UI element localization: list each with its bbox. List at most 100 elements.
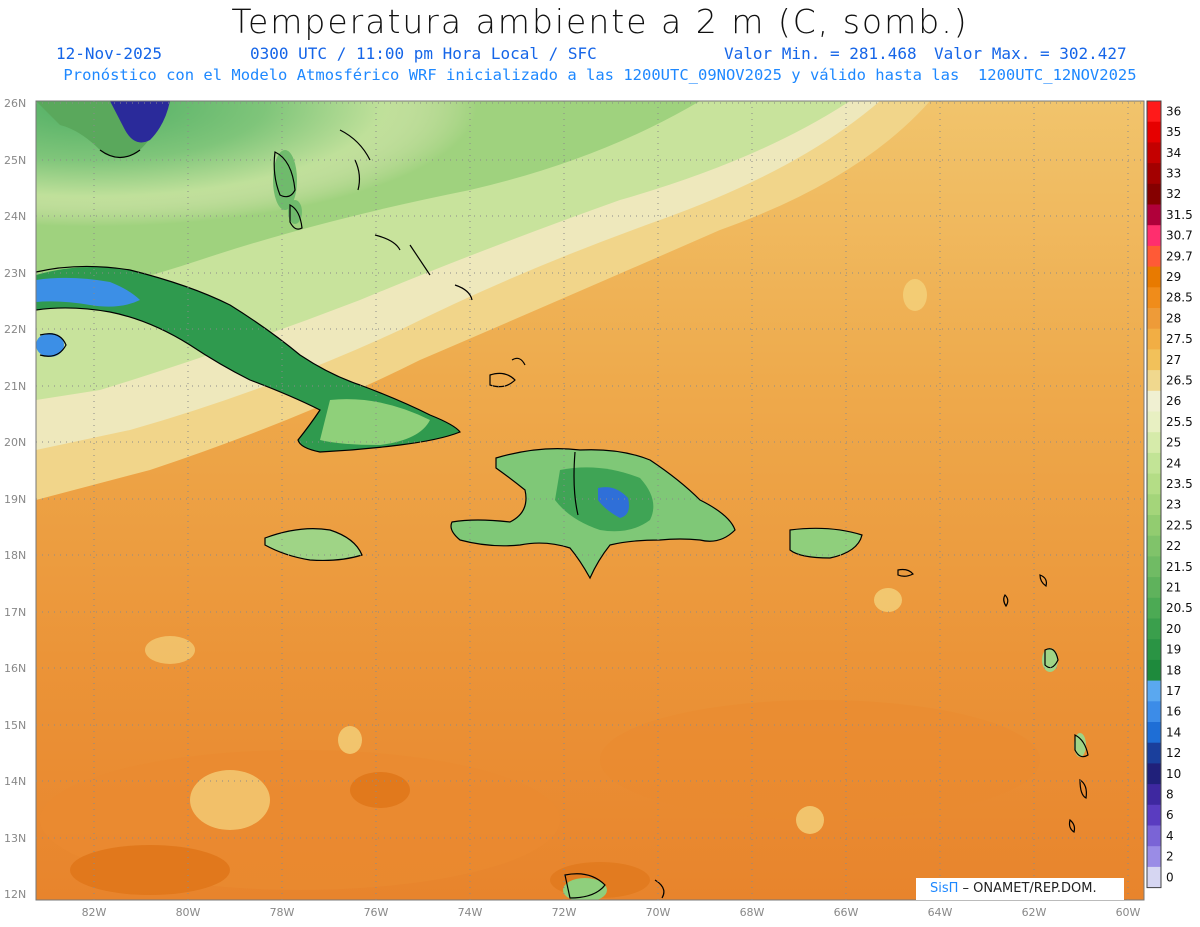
colorbar-swatch: [1147, 763, 1161, 785]
colorbar-swatch: [1147, 390, 1161, 412]
colorbar-swatch: [1147, 328, 1161, 350]
colorbar-label: 29: [1166, 270, 1181, 284]
colorbar-swatch: [1147, 618, 1161, 640]
lat-tick: 26N: [4, 97, 26, 110]
temperature-field: [36, 101, 1144, 900]
colorbar-label: 31.5: [1166, 208, 1193, 222]
colorbar-label: 8: [1166, 787, 1174, 801]
colorbar-label: 22: [1166, 539, 1181, 553]
credit-text: – ONAMET/REP.DOM.: [958, 881, 1097, 896]
colorbar-label: 25.5: [1166, 415, 1193, 429]
colorbar-label: 35: [1166, 125, 1181, 139]
colorbar-swatch: [1147, 722, 1161, 744]
lat-tick: 14N: [4, 775, 26, 788]
colorbar-swatch: [1147, 452, 1161, 475]
colorbar-swatch: [1147, 101, 1161, 123]
lat-tick: 23N: [4, 267, 26, 280]
map-frame: [35, 100, 1145, 901]
colorbar-label: 16: [1166, 705, 1181, 719]
lon-tick: 68W: [740, 906, 765, 919]
valid-date: 12-Nov-2025: [56, 44, 162, 63]
max-value: Valor Max. = 302.427: [934, 44, 1127, 63]
lat-tick: 12N: [4, 888, 26, 901]
colorbar-swatch: [1147, 183, 1161, 205]
colorbar-swatch: [1147, 556, 1161, 578]
lon-tick: 64W: [928, 906, 953, 919]
forecast-info: Pronóstico con el Modelo Atmosférico WRF…: [63, 66, 1137, 84]
colorbar-swatch: [1147, 866, 1161, 889]
colorbar-swatch: [1147, 577, 1161, 599]
lon-tick: 74W: [458, 906, 483, 919]
colorbar-swatch: [1147, 680, 1161, 702]
colorbar-swatch: [1147, 535, 1161, 557]
latitude-labels: 26N 25N 24N 23N 22N 21N 20N 19N 18N 17N …: [4, 97, 26, 901]
coastlines: [36, 129, 1089, 899]
lat-tick: 20N: [4, 436, 26, 449]
colorbar-swatch: [1147, 349, 1161, 371]
colorbar-label: 28: [1166, 311, 1181, 325]
min-value: Valor Min. = 281.468: [724, 44, 917, 63]
lat-tick: 19N: [4, 493, 26, 506]
lat-tick: 24N: [4, 210, 26, 223]
colorbar-swatch: [1147, 597, 1161, 619]
colorbar-label: 28.5: [1166, 291, 1193, 305]
colorbar-swatch: [1147, 494, 1161, 516]
colorbar-label: 14: [1166, 725, 1181, 739]
colorbar-label: 36: [1166, 104, 1181, 118]
lon-tick: 80W: [176, 906, 201, 919]
colorbar-label: 26: [1166, 394, 1181, 408]
colorbar-label: 4: [1166, 829, 1174, 843]
colorbar-swatch: [1147, 804, 1161, 826]
colorbar-label: 24: [1166, 456, 1181, 470]
colorbar-label: 27.5: [1166, 332, 1193, 346]
colorbar-label: 23: [1166, 498, 1181, 512]
colorbar-swatch: [1147, 825, 1161, 847]
lat-tick: 16N: [4, 662, 26, 675]
lat-tick: 18N: [4, 549, 26, 562]
colorbar-swatch: [1147, 784, 1161, 806]
colorbar-label: 10: [1166, 767, 1181, 781]
lon-tick: 60W: [1116, 906, 1141, 919]
credit-box: SisΠ – ONAMET/REP.DOM.: [916, 878, 1124, 900]
colorbar-label: 0: [1166, 870, 1174, 884]
colorbar-swatch: [1147, 515, 1161, 537]
colorbar-swatch: [1147, 473, 1161, 495]
colorbar-label: 12: [1166, 746, 1181, 760]
colorbar-label: 26.5: [1166, 373, 1193, 387]
lat-tick: 13N: [4, 832, 26, 845]
colorbar-swatch: [1147, 701, 1161, 723]
colorbar-label: 32: [1166, 187, 1181, 201]
colorbar-swatch: [1147, 659, 1161, 682]
colorbar-swatch: [1147, 742, 1161, 764]
colorbar-swatch: [1147, 266, 1161, 288]
colorbar-swatch: [1147, 163, 1161, 185]
colorbar: 363534333231.530.729.72928.52827.52726.5…: [1146, 100, 1193, 889]
lon-tick: 76W: [364, 906, 389, 919]
credit-brand: SisΠ: [930, 881, 959, 896]
colorbar-label: 21: [1166, 580, 1181, 594]
lat-tick: 15N: [4, 719, 26, 732]
lat-tick: 17N: [4, 606, 26, 619]
colorbar-label: 30.7: [1166, 229, 1193, 243]
lon-tick: 66W: [834, 906, 859, 919]
colorbar-swatch: [1147, 245, 1161, 268]
colorbar-label: 29.7: [1166, 249, 1193, 263]
colorbar-label: 2: [1166, 850, 1174, 864]
lat-tick: 21N: [4, 380, 26, 393]
colorbar-label: 17: [1166, 684, 1181, 698]
colorbar-label: 34: [1166, 146, 1181, 160]
colorbar-label: 21.5: [1166, 560, 1193, 574]
colorbar-swatch: [1147, 204, 1161, 226]
colorbar-swatch: [1147, 846, 1161, 868]
colorbar-label: 20: [1166, 622, 1181, 636]
colorbar-swatch: [1147, 121, 1161, 143]
colorbar-label: 25: [1166, 436, 1181, 450]
lon-tick: 78W: [270, 906, 295, 919]
colorbar-swatch: [1147, 370, 1161, 392]
colorbar-swatch: [1147, 639, 1161, 661]
valid-time: 0300 UTC / 11:00 pm Hora Local / SFC: [250, 44, 597, 63]
lon-tick: 72W: [552, 906, 577, 919]
colorbar-frame: [1146, 100, 1162, 889]
colorbar-label: 20.5: [1166, 601, 1193, 615]
